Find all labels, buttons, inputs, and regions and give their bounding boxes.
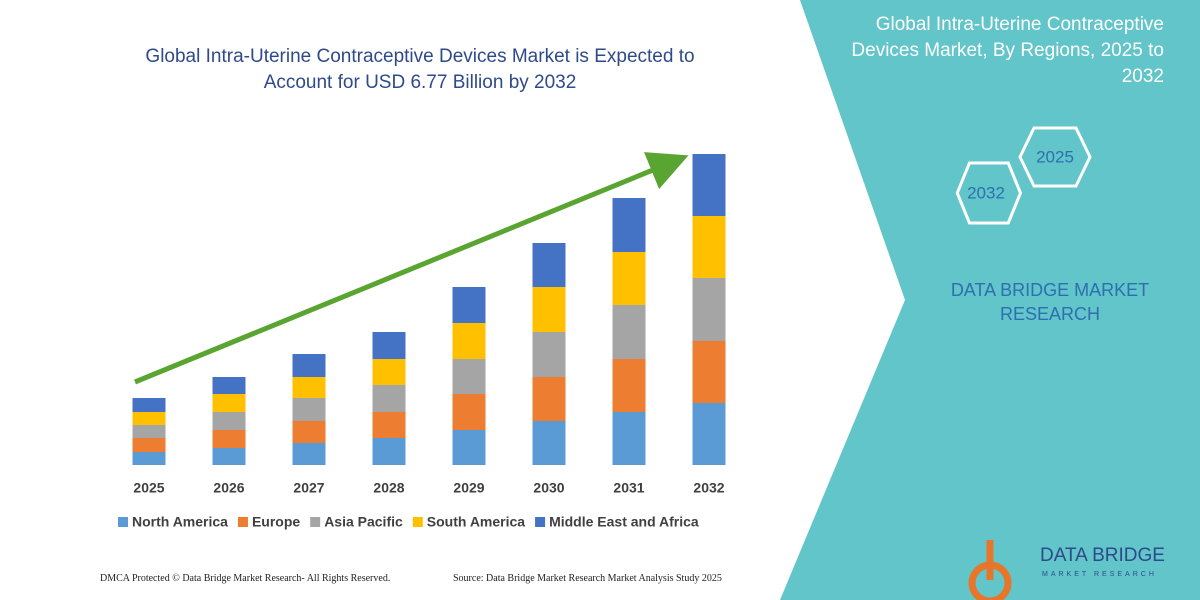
bar-segment — [532, 332, 566, 377]
x-tick-label: 2026 — [213, 480, 244, 496]
bar-segment — [532, 287, 566, 332]
bar-segment — [452, 287, 486, 323]
hexagon — [1018, 126, 1092, 188]
bar-segment — [452, 394, 486, 430]
bar-segment — [452, 359, 486, 394]
bar-segment — [372, 412, 406, 438]
hexagon-label: 2032 — [967, 183, 1005, 202]
bar-segment — [532, 421, 566, 465]
bar-segment — [292, 377, 326, 398]
bar-segment — [292, 354, 326, 377]
bar-segment — [452, 430, 486, 465]
bar-segment — [692, 278, 726, 341]
legend-label: Middle East and Africa — [549, 514, 699, 530]
bar-segment — [212, 377, 246, 394]
x-tick-label: 2032 — [693, 480, 724, 496]
legend-label: Asia Pacific — [324, 514, 403, 530]
bar-segment — [532, 377, 566, 421]
bar-segment — [612, 359, 646, 412]
bar-segment — [132, 398, 166, 412]
bar-segment — [372, 359, 406, 385]
bar-segment — [132, 452, 166, 465]
x-tick-label: 2025 — [133, 480, 164, 496]
bar-segment — [212, 394, 246, 412]
legend-swatch — [412, 517, 423, 527]
footer-right: Source: Data Bridge Market Research Mark… — [453, 573, 722, 584]
logo-tagline: MARKET RESEARCH — [1042, 571, 1157, 578]
footer-left: DMCA Protected © Data Bridge Market Rese… — [100, 573, 391, 584]
bar-segment — [612, 252, 646, 305]
bar-segment — [212, 448, 246, 465]
legend-label: South America — [427, 514, 525, 530]
panel-title: Global Intra-Uterine Contraceptive Devic… — [851, 14, 1164, 87]
brand: DATA BRIDGE MARKET RESEARCH — [950, 280, 1150, 324]
bar-segment — [372, 332, 406, 359]
legend-swatch — [118, 517, 128, 527]
bar-segment — [132, 425, 166, 438]
bar-segment — [292, 421, 326, 443]
bar-segment — [692, 341, 726, 403]
bar-segment — [692, 154, 726, 216]
bar-segment — [212, 412, 246, 430]
bar-segment — [612, 198, 646, 252]
logo-name: DATA BRIDGE — [1040, 545, 1165, 566]
x-tick-label: 2027 — [293, 480, 324, 496]
logo-icon — [968, 540, 1012, 600]
x-tick-label: 2028 — [373, 480, 404, 496]
bar-segment — [372, 438, 406, 465]
bar-segment — [452, 323, 486, 359]
legend-swatch — [535, 517, 546, 527]
x-tick-label: 2031 — [613, 480, 644, 496]
bar-segment — [292, 398, 326, 421]
legend-swatch — [237, 517, 248, 527]
bar-segment — [612, 412, 646, 465]
chart-title: Global Intra-Uterine Contraceptive Devic… — [145, 46, 695, 93]
bar-segment — [692, 403, 726, 465]
bar-segment — [372, 385, 406, 412]
hexagon — [955, 161, 1023, 225]
x-tick-label: 2030 — [533, 480, 564, 496]
bar-segment — [132, 438, 166, 452]
bar-segment — [292, 443, 326, 465]
legend-label: Europe — [252, 514, 300, 530]
hexagon-label: 2025 — [1036, 147, 1074, 166]
bar-segment — [132, 412, 166, 425]
x-tick-label: 2029 — [453, 480, 484, 496]
bar-segment — [692, 216, 726, 278]
legend-label: North America — [132, 514, 228, 530]
legend-swatch — [310, 517, 321, 527]
side-panel-bg — [780, 0, 1200, 600]
bar-segment — [612, 305, 646, 359]
bar-segment — [532, 243, 566, 287]
bar-segment — [212, 430, 246, 448]
trend-arrow — [134, 152, 689, 385]
